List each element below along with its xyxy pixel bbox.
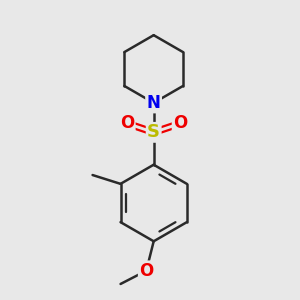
Text: O: O [173,115,187,133]
Text: S: S [147,123,160,141]
Text: N: N [147,94,160,112]
Text: N: N [147,94,160,112]
Text: O: O [139,262,153,280]
Text: O: O [120,115,134,133]
